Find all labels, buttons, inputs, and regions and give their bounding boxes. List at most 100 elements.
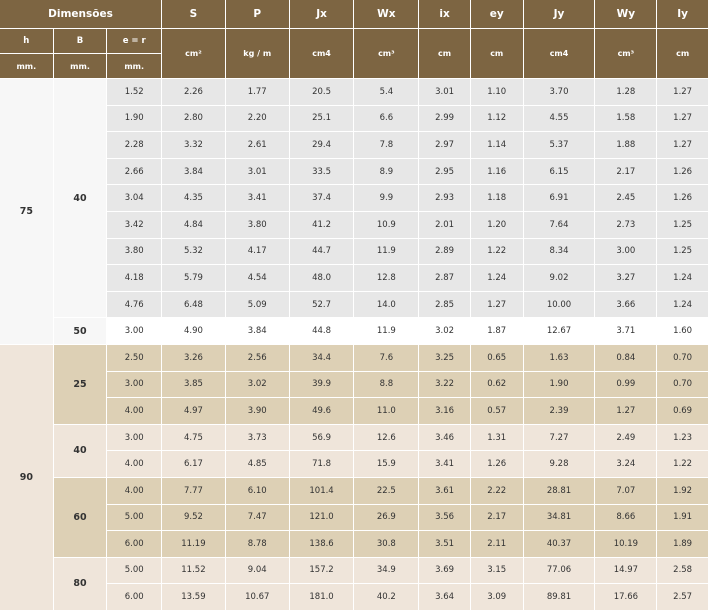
value-cell: 1.87 xyxy=(470,318,523,344)
value-cell: 121.0 xyxy=(289,504,354,531)
value-cell: 1.28 xyxy=(595,79,657,105)
value-cell: 3.71 xyxy=(595,318,657,344)
value-cell: 3.84 xyxy=(225,318,289,344)
value-cell: 1.58 xyxy=(595,105,657,132)
value-cell: 8.8 xyxy=(354,371,419,398)
value-cell: 7.8 xyxy=(354,132,419,158)
value-cell: 4.85 xyxy=(225,451,289,477)
value-cell: 41.2 xyxy=(289,211,354,238)
value-cell: 4.97 xyxy=(162,398,225,424)
value-cell: 1.20 xyxy=(470,211,523,238)
value-cell: 1.27 xyxy=(657,132,708,158)
value-cell: 9.9 xyxy=(354,185,419,211)
value-cell: 39.9 xyxy=(289,371,354,398)
value-cell: 3.46 xyxy=(419,424,470,451)
thickness-cell: 1.52 xyxy=(107,79,162,105)
table-row: 60 4.00 7.77 6.10 101.4 22.5 3.61 2.22 28.81 7.07… xyxy=(0,477,708,557)
table-row: 4.76 6.48 5.09 52.7 14.0 2.85 1.27 10.00 3.66 1.2… xyxy=(0,291,708,318)
value-cell: 3.24 xyxy=(595,451,657,477)
unit-b: mm. xyxy=(53,54,107,78)
width-cell: 40 xyxy=(53,79,107,318)
value-cell: 1.27 xyxy=(657,105,708,132)
value-cell: 15.9 xyxy=(354,451,419,477)
value-cell: 9.52 xyxy=(162,504,225,531)
thickness-cell: 3.80 xyxy=(107,238,162,265)
value-cell: 1.23 xyxy=(657,424,708,451)
col-header-Iy: Iy xyxy=(657,0,708,28)
unit-ix: cm xyxy=(419,29,470,78)
value-cell: 1.16 xyxy=(470,158,523,185)
thickness-cell: 4.00 xyxy=(107,398,162,424)
value-cell: 2.26 xyxy=(162,79,225,105)
value-cell: 1.26 xyxy=(470,451,523,477)
unit-S: cm² xyxy=(162,29,225,78)
value-cell: 2.61 xyxy=(225,132,289,158)
height-cell: 90 xyxy=(0,344,53,610)
value-cell: 0.84 xyxy=(595,344,657,371)
value-cell: 7.6 xyxy=(354,344,419,371)
value-cell: 7.07 xyxy=(595,477,657,504)
thickness-cell: 4.76 xyxy=(107,291,162,318)
value-cell: 89.81 xyxy=(523,584,595,610)
col-header-Jx: Jx xyxy=(289,0,354,28)
value-cell: 6.91 xyxy=(523,185,595,211)
value-cell: 10.9 xyxy=(354,211,419,238)
value-cell: 6.6 xyxy=(354,105,419,132)
unit-Iy: cm xyxy=(657,29,708,78)
value-cell: 25.1 xyxy=(289,105,354,132)
table-row: 5.00 9.52 7.47 121.0 26.9 3.56 2.17 34.81 8.66 1.… xyxy=(0,504,708,531)
value-cell: 17.66 xyxy=(595,584,657,610)
value-cell: 2.85 xyxy=(419,291,470,318)
thickness-cell: 6.00 xyxy=(107,584,162,610)
value-cell: 3.00 xyxy=(595,238,657,265)
value-cell: 4.55 xyxy=(523,105,595,132)
value-cell: 1.25 xyxy=(657,238,708,265)
value-cell: 20.5 xyxy=(289,79,354,105)
value-cell: 3.69 xyxy=(419,557,470,584)
value-cell: 11.52 xyxy=(162,557,225,584)
value-cell: 8.78 xyxy=(225,531,289,557)
value-cell: 3.41 xyxy=(225,185,289,211)
value-cell: 37.4 xyxy=(289,185,354,211)
table-row: 3.42 4.84 3.80 41.2 10.9 2.01 1.20 7.64 2.73 1.25 xyxy=(0,211,708,238)
value-cell: 1.60 xyxy=(657,318,708,344)
value-cell: 0.69 xyxy=(657,398,708,424)
value-cell: 10.00 xyxy=(523,291,595,318)
value-cell: 13.59 xyxy=(162,584,225,610)
thickness-cell: 2.50 xyxy=(107,344,162,371)
value-cell: 138.6 xyxy=(289,531,354,557)
subheader-h: h xyxy=(0,29,53,53)
value-cell: 5.37 xyxy=(523,132,595,158)
value-cell: 4.90 xyxy=(162,318,225,344)
table-row: 2.28 3.32 2.61 29.4 7.8 2.97 1.14 5.37 1.88 1.27 xyxy=(0,132,708,158)
value-cell: 0.62 xyxy=(470,371,523,398)
value-cell: 44.8 xyxy=(289,318,354,344)
col-header-S: S xyxy=(162,0,225,28)
table-row: 1.90 2.80 2.20 25.1 6.6 2.99 1.12 4.55 1.58 1.27 xyxy=(0,105,708,132)
subheader-er: e = r xyxy=(107,29,162,53)
value-cell: 157.2 xyxy=(289,557,354,584)
value-cell: 101.4 xyxy=(289,477,354,504)
value-cell: 1.89 xyxy=(657,531,708,557)
value-cell: 4.54 xyxy=(225,265,289,291)
value-cell: 3.80 xyxy=(225,211,289,238)
value-cell: 40.2 xyxy=(354,584,419,610)
value-cell: 2.97 xyxy=(419,132,470,158)
value-cell: 2.01 xyxy=(419,211,470,238)
value-cell: 3.01 xyxy=(225,158,289,185)
value-cell: 3.41 xyxy=(419,451,470,477)
value-cell: 2.22 xyxy=(470,477,523,504)
value-cell: 5.32 xyxy=(162,238,225,265)
value-cell: 3.85 xyxy=(162,371,225,398)
value-cell: 8.34 xyxy=(523,238,595,265)
table-row: 3.80 5.32 4.17 44.7 11.9 2.89 1.22 8.34 3.00 1.25 xyxy=(0,238,708,265)
value-cell: 44.7 xyxy=(289,238,354,265)
value-cell: 1.18 xyxy=(470,185,523,211)
value-cell: 30.8 xyxy=(354,531,419,557)
value-cell: 181.0 xyxy=(289,584,354,610)
value-cell: 11.0 xyxy=(354,398,419,424)
value-cell: 2.45 xyxy=(595,185,657,211)
value-cell: 0.57 xyxy=(470,398,523,424)
col-header-Jy: Jy xyxy=(523,0,595,28)
value-cell: 2.20 xyxy=(225,105,289,132)
